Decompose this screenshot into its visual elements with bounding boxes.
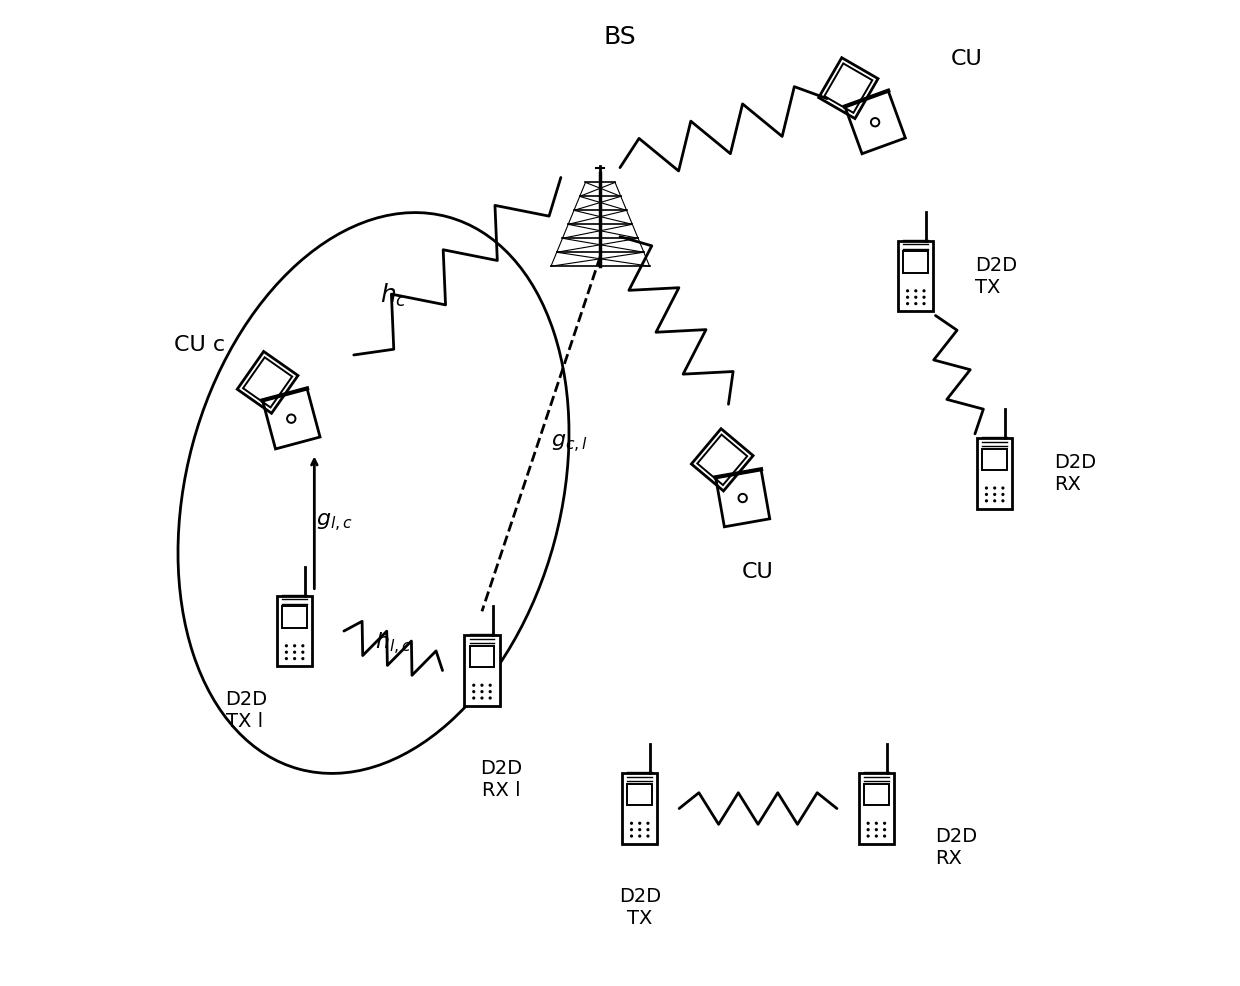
Circle shape — [993, 493, 996, 496]
Text: D2D
RX: D2D RX — [935, 827, 977, 869]
Circle shape — [1002, 493, 1004, 496]
Circle shape — [489, 696, 492, 700]
Text: D2D
RX l: D2D RX l — [481, 759, 523, 801]
Circle shape — [906, 296, 909, 299]
Polygon shape — [277, 596, 312, 667]
Circle shape — [639, 821, 641, 825]
Circle shape — [630, 828, 634, 831]
Circle shape — [480, 690, 484, 693]
Circle shape — [639, 834, 641, 838]
Text: D2D
TX l: D2D TX l — [226, 690, 268, 732]
Circle shape — [472, 696, 475, 700]
Circle shape — [914, 289, 918, 293]
Circle shape — [1002, 486, 1004, 490]
Circle shape — [993, 486, 996, 490]
Circle shape — [914, 302, 918, 306]
Circle shape — [639, 828, 641, 831]
Polygon shape — [859, 773, 894, 844]
Circle shape — [883, 834, 887, 838]
Circle shape — [985, 493, 988, 496]
Text: D2D
TX: D2D TX — [975, 255, 1017, 297]
Circle shape — [1002, 499, 1004, 503]
Circle shape — [301, 651, 305, 654]
Circle shape — [883, 821, 887, 825]
Circle shape — [489, 690, 492, 693]
Polygon shape — [898, 241, 934, 312]
Circle shape — [874, 828, 878, 831]
Circle shape — [472, 690, 475, 693]
Polygon shape — [464, 635, 500, 706]
Circle shape — [646, 834, 650, 838]
Text: $g_{l,c}$: $g_{l,c}$ — [316, 512, 352, 533]
Text: D2D
RX: D2D RX — [1054, 453, 1096, 494]
Circle shape — [867, 834, 869, 838]
Text: CU c: CU c — [175, 335, 226, 355]
Circle shape — [293, 644, 296, 648]
Polygon shape — [977, 438, 1012, 509]
Circle shape — [293, 657, 296, 661]
Circle shape — [301, 644, 305, 648]
Polygon shape — [622, 773, 657, 844]
Text: CU: CU — [743, 562, 774, 582]
Circle shape — [630, 821, 634, 825]
Circle shape — [646, 821, 650, 825]
Circle shape — [874, 821, 878, 825]
Circle shape — [914, 296, 918, 299]
Circle shape — [480, 683, 484, 687]
Circle shape — [285, 651, 288, 654]
Circle shape — [867, 828, 869, 831]
Text: D2D
TX: D2D TX — [619, 887, 661, 929]
Circle shape — [285, 657, 288, 661]
Circle shape — [285, 644, 288, 648]
Circle shape — [906, 302, 909, 306]
Text: BS: BS — [604, 26, 636, 49]
Circle shape — [923, 289, 925, 293]
Text: $h_{l,c}$: $h_{l,c}$ — [374, 631, 412, 658]
Circle shape — [923, 296, 925, 299]
Circle shape — [301, 657, 305, 661]
Circle shape — [993, 499, 996, 503]
Circle shape — [874, 834, 878, 838]
Text: CU: CU — [950, 49, 982, 69]
Circle shape — [985, 499, 988, 503]
Circle shape — [923, 302, 925, 306]
Circle shape — [906, 289, 909, 293]
Circle shape — [293, 651, 296, 654]
Text: $h_c$: $h_c$ — [379, 282, 407, 310]
Circle shape — [480, 696, 484, 700]
Circle shape — [985, 486, 988, 490]
Circle shape — [867, 821, 869, 825]
Circle shape — [883, 828, 887, 831]
Circle shape — [489, 683, 492, 687]
Circle shape — [646, 828, 650, 831]
Text: $g_{c,l}$: $g_{c,l}$ — [551, 433, 588, 455]
Circle shape — [630, 834, 634, 838]
Circle shape — [472, 683, 475, 687]
